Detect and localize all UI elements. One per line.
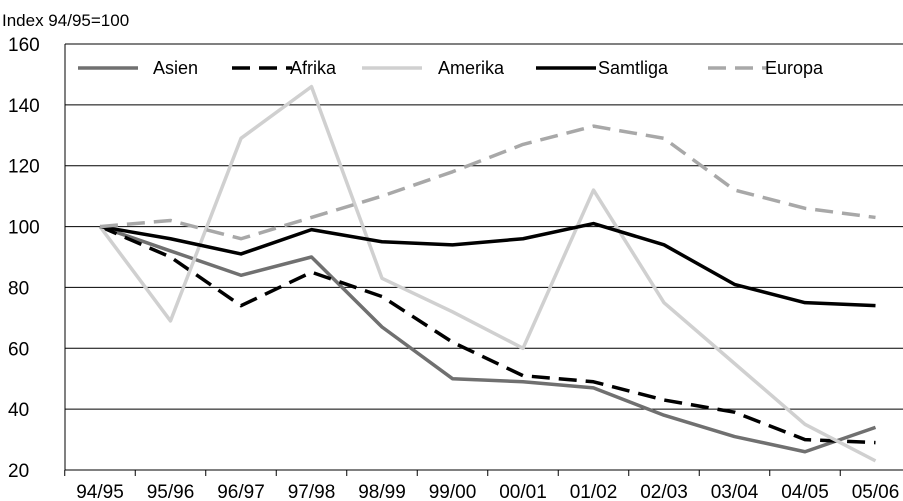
grid-lines: [65, 43, 903, 471]
x-tick-label: 01/02: [570, 482, 618, 501]
series-line-europa: [99, 124, 876, 241]
x-tick-label: 02/03: [640, 482, 688, 501]
x-tick-label: 96/97: [217, 482, 265, 501]
x-tick-label: 04/05: [781, 482, 829, 501]
series-line-asien: [99, 224, 877, 454]
x-tick-label: 99/00: [429, 482, 477, 501]
x-tick-label: 00/01: [499, 482, 547, 501]
x-tick-label: 97/98: [288, 482, 336, 501]
series-line-afrika: [99, 224, 876, 445]
x-tick-label: 95/96: [147, 482, 195, 501]
legend: Asien Afrika Amerika Samtliga Europa: [78, 58, 824, 78]
x-tick-label: 98/99: [358, 482, 406, 501]
y-tick-label: 120: [8, 157, 40, 178]
legend-label-samtliga: Samtliga: [598, 58, 669, 78]
x-tick-label: 05/06: [852, 482, 900, 501]
y-tick-label: 100: [8, 218, 40, 239]
legend-label-afrika: Afrika: [290, 58, 337, 78]
y-tick-label: 20: [8, 461, 29, 482]
y-tick-label: 80: [8, 278, 29, 299]
axes: 20 40 60 80 100 120 140 160 94/95 95/96 96/97 97/98…: [8, 35, 899, 501]
x-tick-label: 94/95: [76, 482, 124, 501]
series-line-amerika: [98, 84, 877, 463]
series-line-samtliga: [99, 221, 876, 308]
y-tick-label: 60: [8, 339, 29, 360]
y-tick-label: 140: [8, 96, 40, 117]
legend-label-amerika: Amerika: [438, 58, 505, 78]
x-tick-label: 03/04: [711, 482, 759, 501]
y-axis-title: Index 94/95=100: [2, 11, 129, 30]
legend-label-asien: Asien: [153, 58, 198, 78]
y-tick-label: 40: [8, 400, 29, 421]
y-tick-label: 160: [8, 35, 40, 56]
legend-label-europa: Europa: [765, 58, 824, 78]
series-lines: [98, 84, 877, 463]
